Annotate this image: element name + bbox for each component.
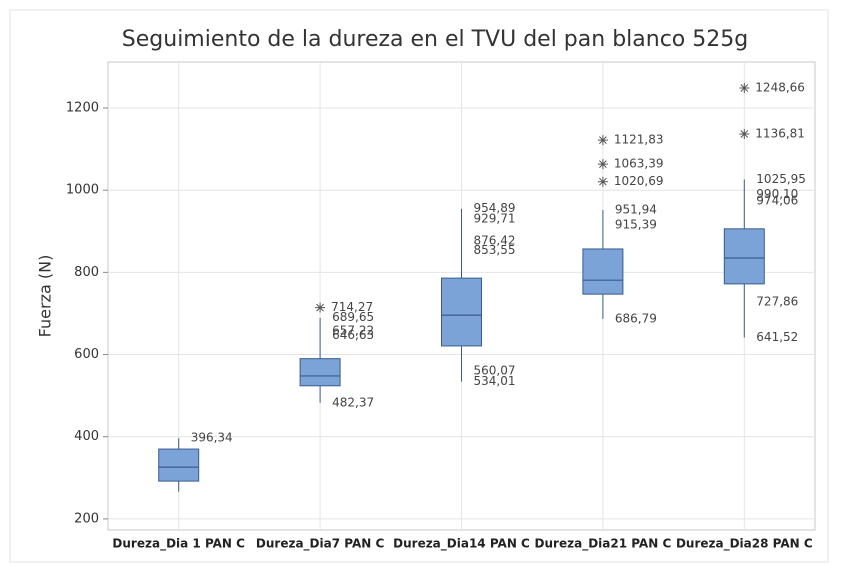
chart-title: Seguimiento de la dureza en el TVU del p… xyxy=(122,27,748,52)
point-label: 646,63 xyxy=(332,328,374,342)
y-axis-label: Fuerza (N) xyxy=(36,255,55,338)
box xyxy=(582,248,624,295)
point-label: 686,79 xyxy=(615,311,657,325)
outlier-label: 1136,81 xyxy=(755,126,805,140)
box xyxy=(441,277,482,347)
x-tick-label: Dureza_Dia14 PAN C xyxy=(393,537,530,552)
point-label: 915,39 xyxy=(615,217,657,231)
outlier xyxy=(315,302,326,313)
y-tick-label: 600 xyxy=(74,347,99,362)
point-label: 727,86 xyxy=(756,295,798,309)
point-label: 657,22 xyxy=(332,324,374,338)
outlier-label: 1063,39 xyxy=(614,157,664,171)
point-label: 853,55 xyxy=(474,243,516,257)
x-tick-label: Dureza_Dia21 PAN C xyxy=(535,537,672,552)
box xyxy=(299,358,341,387)
outlier xyxy=(597,135,608,146)
outlier-label: 1020,69 xyxy=(614,174,664,188)
outlier xyxy=(597,159,608,170)
point-label: 1025,95 xyxy=(756,172,806,186)
point-label: 396,34 xyxy=(191,431,233,445)
outlier-label: 1121,83 xyxy=(614,133,664,147)
y-tick-label: 400 xyxy=(74,429,99,444)
point-label: 954,89 xyxy=(474,201,516,215)
outlier xyxy=(739,83,750,94)
y-tick-label: 200 xyxy=(74,511,99,526)
box xyxy=(723,228,765,285)
point-label: 534,01 xyxy=(474,374,516,388)
y-tick-label: 1000 xyxy=(66,183,99,198)
point-label: 482,37 xyxy=(332,395,374,409)
x-tick-label: Dureza_Dia 1 PAN C xyxy=(112,537,245,552)
point-label: 560,07 xyxy=(474,363,516,377)
outlier-label: 714,27 xyxy=(331,300,373,314)
point-label: 641,52 xyxy=(756,330,798,344)
y-tick-label: 1200 xyxy=(66,101,99,116)
point-label: 929,71 xyxy=(474,212,516,226)
outlier xyxy=(597,176,608,187)
outlier-label: 1248,66 xyxy=(755,81,805,95)
point-label: 689,65 xyxy=(332,310,374,324)
box xyxy=(158,448,200,482)
x-tick-label: Dureza_Dia7 PAN C xyxy=(256,537,385,552)
point-label: 876,42 xyxy=(474,233,516,247)
point-label: 974,06 xyxy=(756,193,798,207)
y-tick-label: 800 xyxy=(74,265,99,280)
x-tick-label: Dureza_Dia28 PAN C xyxy=(676,537,813,552)
point-label: 990,10 xyxy=(756,187,798,201)
outlier xyxy=(739,128,750,139)
point-label: 951,94 xyxy=(615,202,657,216)
